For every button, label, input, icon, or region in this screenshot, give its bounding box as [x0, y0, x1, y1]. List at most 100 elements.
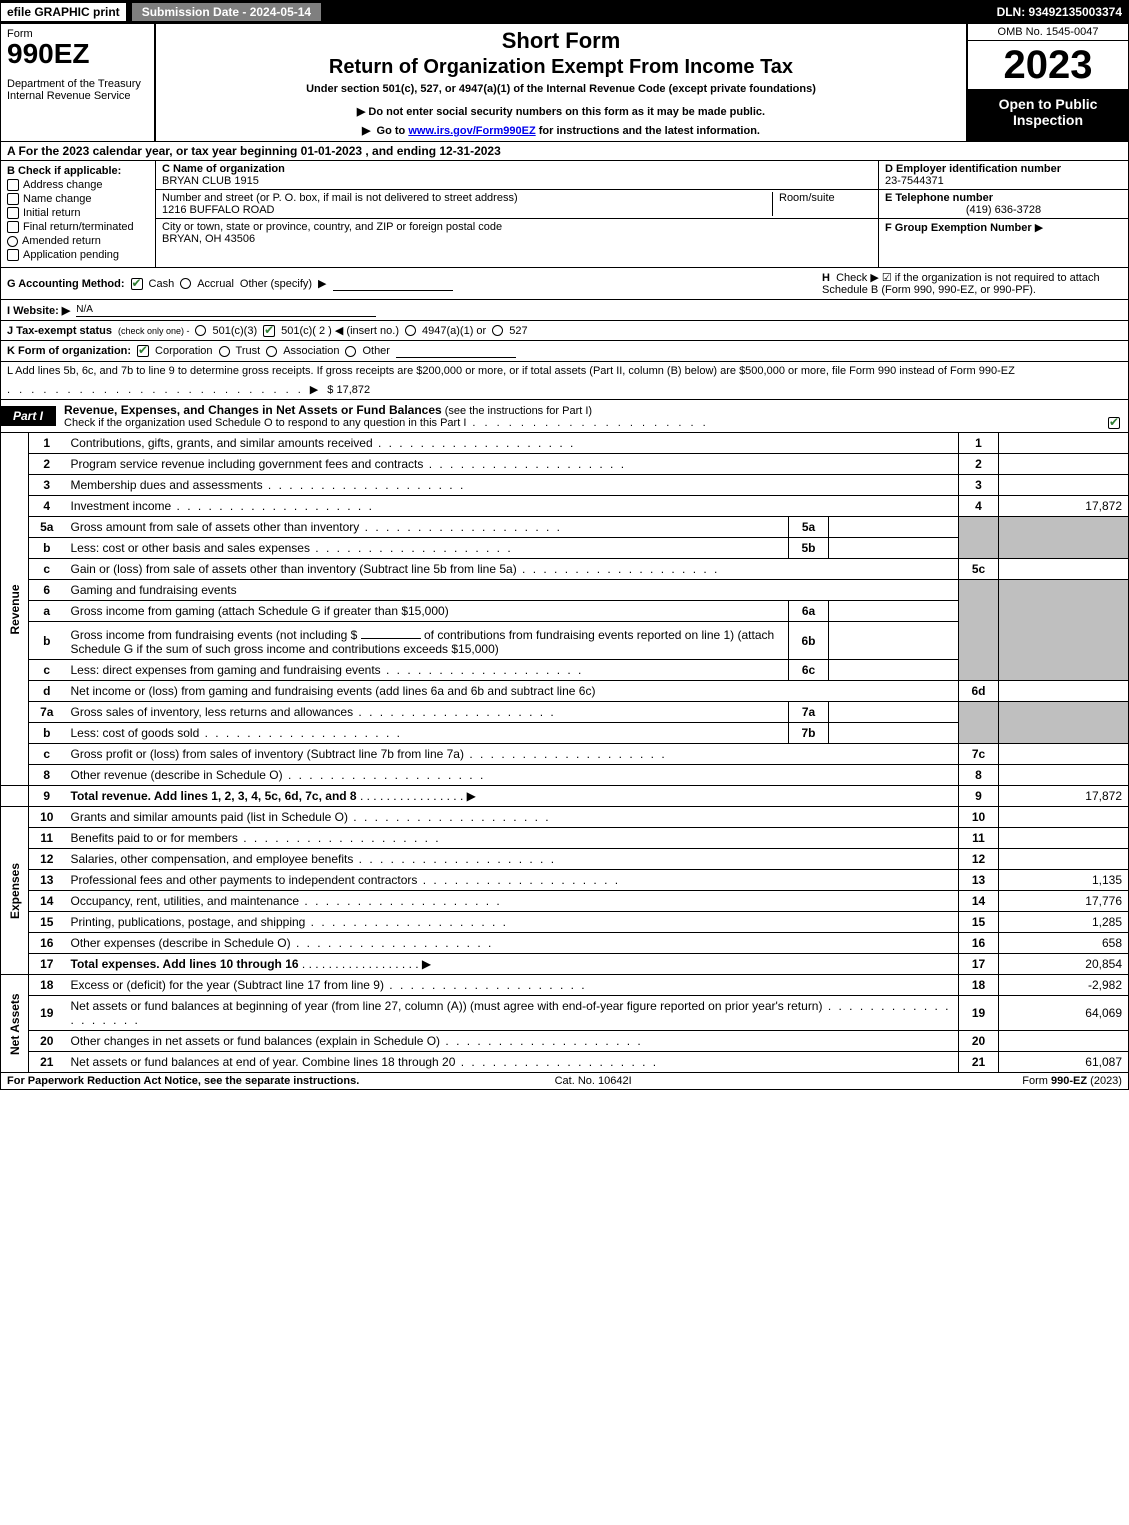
- k-other-field[interactable]: [396, 344, 516, 358]
- chk-accrual[interactable]: [180, 278, 191, 289]
- return-title: Return of Organization Exempt From Incom…: [164, 56, 958, 79]
- chk-trust[interactable]: [219, 346, 230, 357]
- e-value: (419) 636-3728: [885, 204, 1122, 216]
- col-no: 1: [959, 433, 999, 454]
- d-label: D Employer identification number: [885, 163, 1061, 175]
- spacer: [1, 786, 29, 807]
- chk-application-pending[interactable]: [7, 249, 19, 261]
- col-no: 8: [959, 765, 999, 786]
- part1-badge: Part I: [1, 406, 56, 426]
- chk-corp[interactable]: [137, 345, 149, 357]
- short-form-title: Short Form: [164, 28, 958, 54]
- chk-501c3[interactable]: [195, 325, 206, 336]
- row-a: A For the 2023 calendar year, or tax yea…: [0, 142, 1129, 161]
- chk-cash[interactable]: [131, 278, 143, 290]
- l6b-amount-field[interactable]: [361, 625, 421, 639]
- ln-no: 13: [29, 870, 65, 891]
- ln-no: 9: [29, 786, 65, 807]
- city-label: City or town, state or province, country…: [162, 221, 502, 233]
- ln-desc: Occupancy, rent, utilities, and maintena…: [65, 891, 959, 912]
- ln-no: 10: [29, 807, 65, 828]
- ln-desc: Printing, publications, postage, and shi…: [65, 912, 959, 933]
- goto-arrow-icon: [362, 125, 373, 137]
- e-label: E Telephone number: [885, 192, 993, 204]
- chk-address-change[interactable]: [7, 179, 19, 191]
- col-no: 11: [959, 828, 999, 849]
- part1-title-text: Revenue, Expenses, and Changes in Net As…: [64, 403, 442, 417]
- j-label: J Tax-exempt status: [7, 325, 112, 337]
- chk-other-org[interactable]: [345, 346, 356, 357]
- shaded-cell: [999, 702, 1129, 744]
- table-row: 8Other revenue (describe in Schedule O)8: [1, 765, 1129, 786]
- table-row: cGross profit or (loss) from sales of in…: [1, 744, 1129, 765]
- under-section: Under section 501(c), 527, or 4947(a)(1)…: [164, 83, 958, 95]
- chk-527[interactable]: [492, 325, 503, 336]
- submission-date: Submission Date - 2024-05-14: [131, 2, 322, 22]
- shaded-cell: [959, 702, 999, 744]
- part1-check-line: Check if the organization used Schedule …: [64, 417, 466, 429]
- j-note: (check only one) -: [118, 326, 190, 336]
- form-header: Form 990EZ Department of the Treasury In…: [0, 24, 1129, 142]
- ln-desc: Other expenses (describe in Schedule O): [65, 933, 959, 954]
- mini-no: 5b: [789, 538, 829, 559]
- side-label-netassets: Net Assets: [1, 975, 29, 1073]
- goto-link[interactable]: www.irs.gov/Form990EZ: [408, 125, 535, 137]
- col-val: [999, 744, 1129, 765]
- chk-4947[interactable]: [405, 325, 416, 336]
- goto-pre: Go to: [377, 125, 409, 137]
- l6b-desc1: Gross income from fundraising events (no…: [71, 628, 358, 642]
- chk-501c[interactable]: [263, 325, 275, 337]
- col-no: 13: [959, 870, 999, 891]
- arrow-icon: ▶: [318, 277, 326, 290]
- table-row: 12Salaries, other compensation, and empl…: [1, 849, 1129, 870]
- row-g: G Accounting Method: Cash Accrual Other …: [0, 268, 1129, 300]
- opt-initial-return: Initial return: [23, 207, 80, 219]
- d-value: 23-7544371: [885, 175, 944, 187]
- part1-title: Revenue, Expenses, and Changes in Net As…: [56, 400, 1128, 432]
- f-label: F Group Exemption Number: [885, 222, 1032, 234]
- addr-label: Number and street (or P. O. box, if mail…: [162, 192, 518, 204]
- chk-assoc[interactable]: [266, 346, 277, 357]
- ln-no: c: [29, 559, 65, 580]
- ln-no: 20: [29, 1031, 65, 1052]
- chk-final-return[interactable]: [7, 221, 19, 233]
- mini-val: [829, 601, 959, 622]
- ln-no: 19: [29, 996, 65, 1031]
- website-field[interactable]: N/A: [76, 303, 376, 317]
- g-other-field[interactable]: [333, 277, 453, 291]
- opt-application-pending: Application pending: [23, 249, 119, 261]
- ln-desc: Membership dues and assessments: [65, 475, 959, 496]
- k-o3: Association: [283, 345, 339, 357]
- k-o4: Other: [362, 345, 390, 357]
- ln-no: a: [29, 601, 65, 622]
- chk-name-change[interactable]: [7, 193, 19, 205]
- tax-year: 2023: [968, 41, 1128, 90]
- mini-val: [829, 517, 959, 538]
- i-value: N/A: [76, 304, 93, 315]
- col-no: 19: [959, 996, 999, 1031]
- l9-desc: Total revenue. Add lines 1, 2, 3, 4, 5c,…: [71, 789, 357, 803]
- col-no: 4: [959, 496, 999, 517]
- dept-label: Department of the Treasury Internal Reve…: [7, 78, 148, 102]
- col-no: 10: [959, 807, 999, 828]
- ssn-note: Do not enter social security numbers on …: [164, 105, 958, 118]
- col-no: 17: [959, 954, 999, 975]
- chk-schedule-o[interactable]: [1108, 417, 1120, 429]
- col-no: 3: [959, 475, 999, 496]
- shaded-cell: [959, 580, 999, 681]
- table-row: 16Other expenses (describe in Schedule O…: [1, 933, 1129, 954]
- table-row: cGain or (loss) from sale of assets othe…: [1, 559, 1129, 580]
- l-amount: $ 17,872: [327, 384, 370, 396]
- chk-amended-return[interactable]: [7, 236, 18, 247]
- row-a-text: A For the 2023 calendar year, or tax yea…: [7, 144, 501, 158]
- ln-desc: Contributions, gifts, grants, and simila…: [65, 433, 959, 454]
- chk-initial-return[interactable]: [7, 207, 19, 219]
- ln-no: c: [29, 660, 65, 681]
- footer-right: Form 990-EZ (2023): [1022, 1075, 1122, 1087]
- ln-no: d: [29, 681, 65, 702]
- omb-number: OMB No. 1545-0047: [968, 24, 1128, 41]
- mini-no: 6a: [789, 601, 829, 622]
- mini-no: 7b: [789, 723, 829, 744]
- ln-desc: Net assets or fund balances at beginning…: [65, 996, 959, 1031]
- section-h: H Check ▶ ☑ if the organization is not r…: [822, 271, 1122, 296]
